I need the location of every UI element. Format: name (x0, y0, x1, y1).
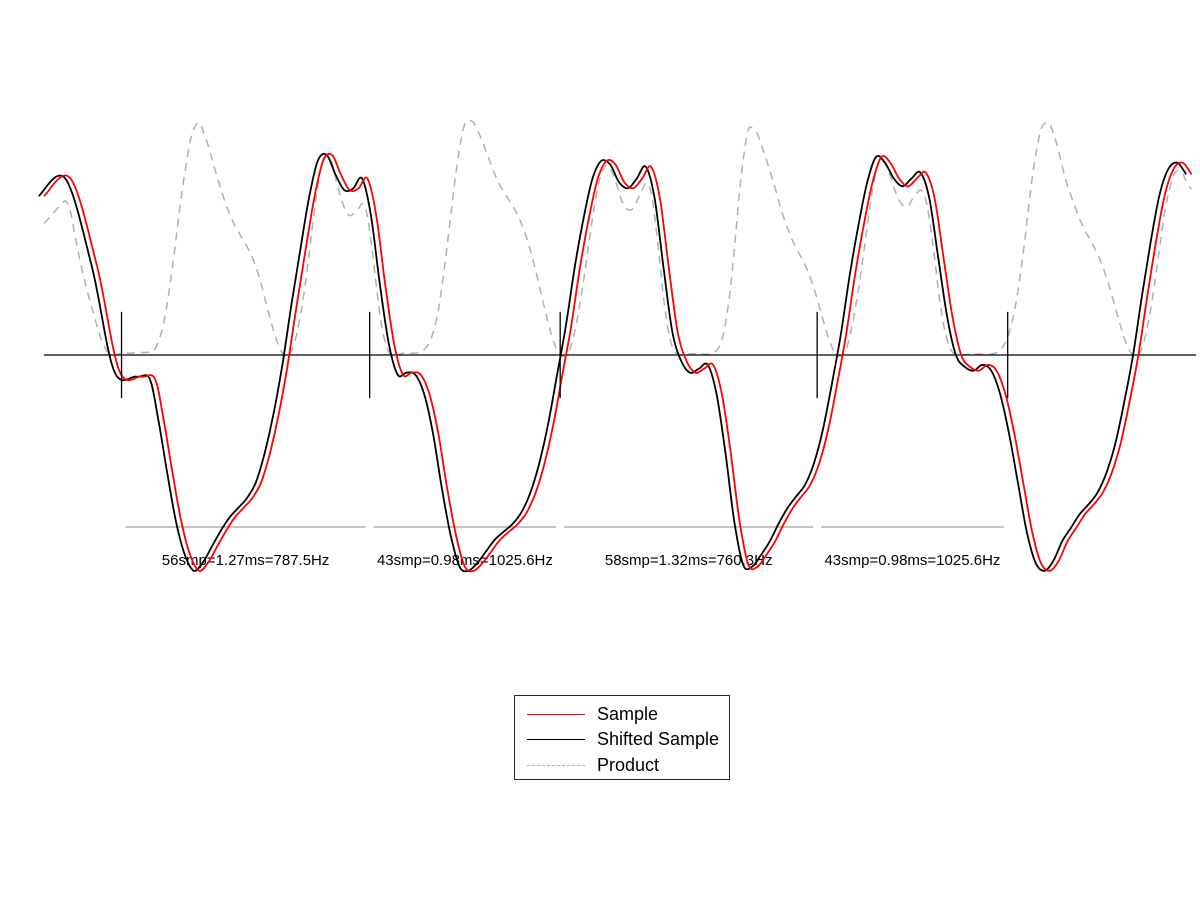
legend-item-shifted-sample: Shifted Sample (515, 727, 719, 751)
legend-item-sample: Sample (515, 702, 658, 726)
legend-label-shifted-sample: Shifted Sample (597, 728, 720, 749)
legend-swatch-product (527, 764, 585, 766)
period-label: 43smp=0.98ms=1025.6Hz (377, 552, 553, 569)
legend: Sample Shifted Sample Product (514, 695, 730, 780)
legend-label-product: Product (597, 754, 660, 775)
period-label: 56smp=1.27ms=787.5Hz (162, 552, 330, 569)
period-label: 58smp=1.32ms=760.3Hz (605, 552, 773, 569)
series-line-shifted-sample (38, 152, 1188, 573)
series-line-product (43, 119, 1193, 358)
legend-item-product: Product (515, 753, 659, 777)
period-label: 43smp=0.98ms=1025.6Hz (824, 552, 1000, 569)
legend-swatch-sample (527, 713, 585, 715)
zero-crossing-markers (120, 311, 1009, 399)
period-labels: 56smp=1.27ms=787.5Hz 43smp=0.98ms=1025.6H… (162, 552, 1001, 569)
legend-swatch-shifted-sample (527, 738, 585, 740)
legend-label-sample: Sample (597, 703, 659, 724)
series-line-sample (43, 152, 1193, 573)
